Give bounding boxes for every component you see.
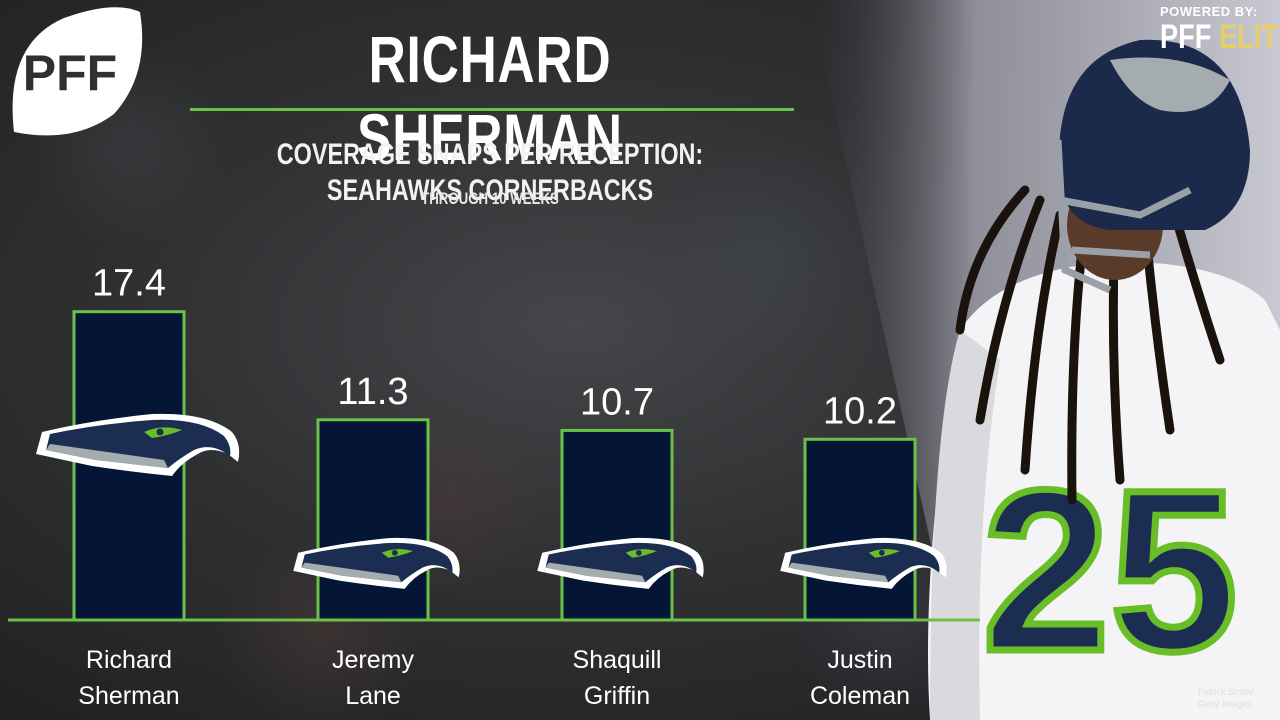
- powered-by-label: POWERED BY:: [1160, 4, 1258, 19]
- photo-credit-photographer: Patrick Smith/: [1198, 687, 1254, 697]
- x-tick-label: Jeremy: [332, 646, 414, 674]
- jersey-number: 25: [982, 442, 1238, 699]
- pff-logo-text: PFF: [23, 45, 117, 101]
- seahawks-logo-icon: [537, 537, 704, 589]
- bar-group: 11.3 Jeremy Lane: [293, 371, 460, 710]
- x-tick-label: Richard: [86, 646, 172, 674]
- x-tick-label: Shaquill: [573, 646, 662, 674]
- x-tick-label: Griffin: [584, 682, 650, 710]
- bar: [560, 428, 674, 622]
- bar: [316, 418, 430, 622]
- player-photo: 25: [810, 0, 1280, 720]
- seahawks-logo-icon: [36, 413, 240, 476]
- brand-tier: ELITE: [1218, 18, 1280, 56]
- seahawks-logo-icon: [293, 537, 460, 589]
- bar: [72, 310, 186, 622]
- x-tick-label: Lane: [345, 682, 401, 710]
- powered-by-brand: PFF ELITE: [1160, 18, 1280, 56]
- title-divider: [190, 108, 794, 111]
- brand-name: PFF: [1160, 18, 1212, 56]
- photo-credit-agency: Getty Images: [1198, 699, 1252, 709]
- x-tick-label: Sherman: [78, 682, 179, 710]
- data-label: 10.7: [580, 381, 654, 423]
- data-label: 17.4: [92, 263, 166, 305]
- pff-logo: PFF: [12, 7, 143, 136]
- photo-credit: Patrick Smith/ Getty Images: [1198, 686, 1278, 710]
- bar-group: 17.4 Richard Sherman: [36, 263, 240, 710]
- bar-group: 10.7 Shaquill Griffin: [537, 381, 704, 710]
- page-title: RICHARD SHERMAN: [357, 22, 623, 174]
- powered-by-badge: POWERED BY: PFF ELITE: [1160, 4, 1280, 56]
- chart-subtitle: COVERAGE SNAPS PER RECEPTION: SEAHAWKS C…: [276, 138, 704, 207]
- chart-note: THROUGH 10 WEEKS: [421, 189, 559, 208]
- data-label: 11.3: [337, 371, 408, 413]
